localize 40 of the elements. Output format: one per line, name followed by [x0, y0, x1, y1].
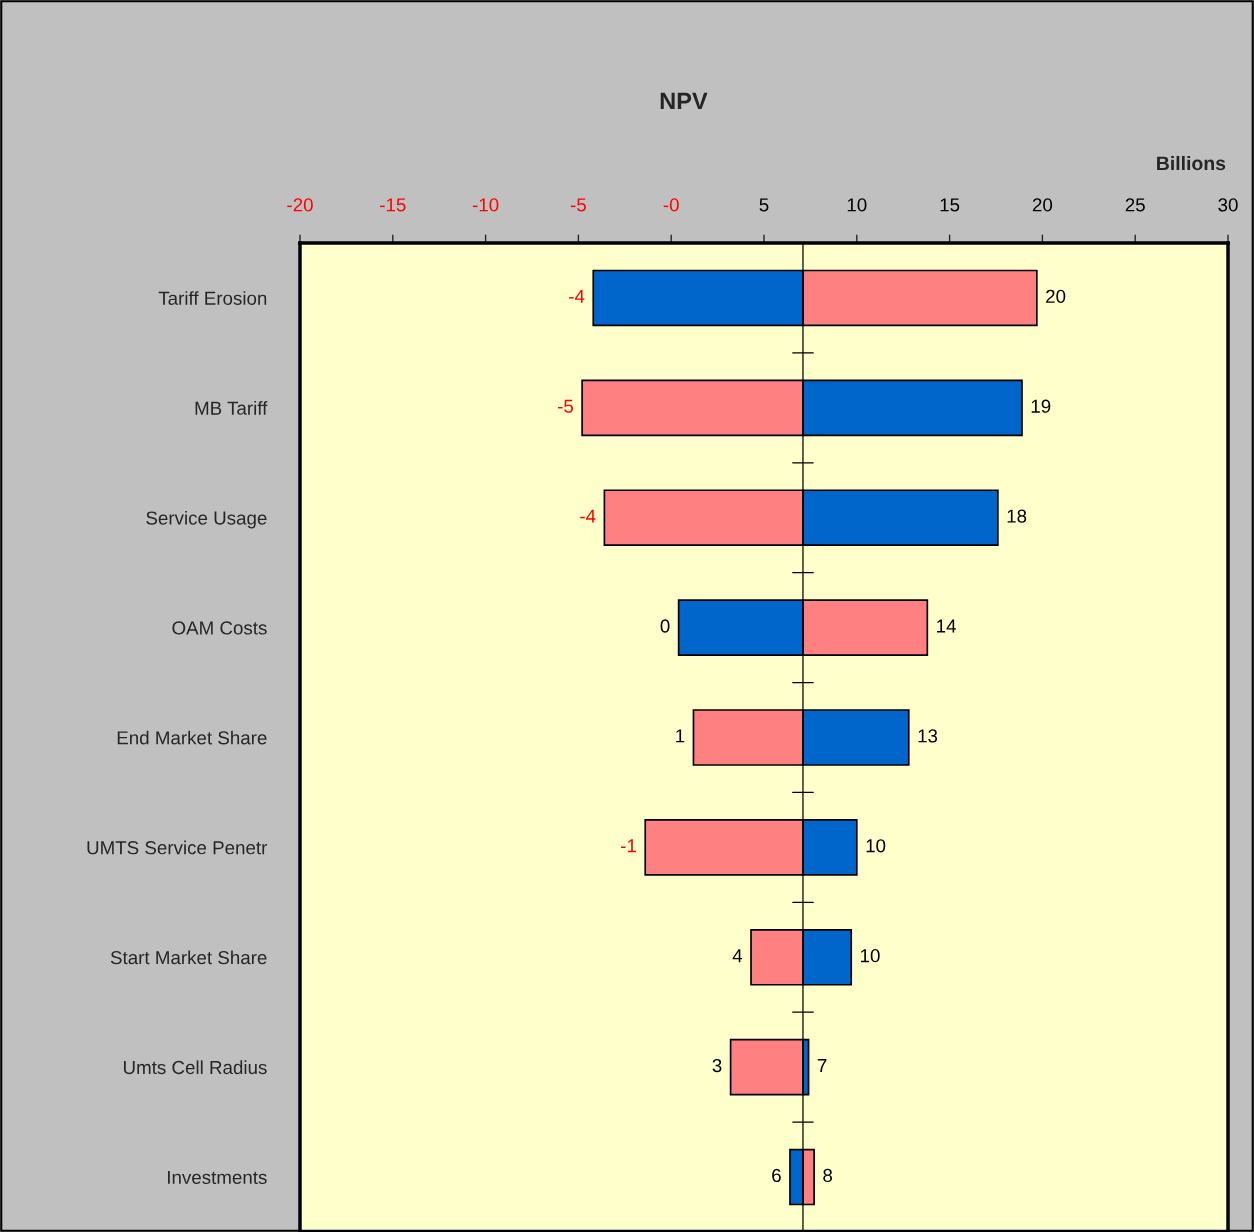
- x-tick-label: 20: [1032, 198, 1053, 212]
- annotation: 19: [1031, 399, 1051, 413]
- x-tick-label: 15: [940, 198, 960, 212]
- y-tick-label: Service Usage: [146, 510, 267, 529]
- x-tick-label: 25: [1125, 198, 1145, 212]
- x-tick-label: 30: [1218, 198, 1238, 212]
- x-tick-label: -10: [472, 198, 499, 212]
- y-tick-label: Investments: [168, 1170, 267, 1185]
- annotation: 4: [732, 949, 743, 963]
- y-tick-label: Umts Cell Radius: [123, 1060, 267, 1075]
- y-tick-label: UMTS Service Penetr: [87, 840, 268, 855]
- annotation: -5: [557, 399, 573, 413]
- y-tick-label: MB Tariff: [195, 401, 268, 415]
- y-tick-label: OAM Costs: [172, 621, 267, 635]
- annotation: 1: [676, 729, 685, 743]
- annotation: 6: [772, 1168, 781, 1183]
- annotation: 18: [1007, 509, 1027, 523]
- annotation: 14: [937, 619, 956, 633]
- y-tick-label: Start Market Share: [110, 950, 267, 965]
- x-tick-label: -5: [570, 198, 586, 212]
- annotation: 8: [823, 1168, 833, 1183]
- x-tick-label: 5: [759, 198, 769, 212]
- chart-title: NPV: [660, 92, 708, 110]
- annotation: -1: [621, 839, 636, 853]
- annotation: 20: [1046, 289, 1066, 303]
- annotation: 7: [817, 1059, 827, 1073]
- annotation: 10: [860, 949, 880, 963]
- x-tick-label: 10: [847, 198, 867, 212]
- x-tick-label: -0: [663, 198, 679, 212]
- x-tick-label: -15: [380, 198, 406, 212]
- y-tick-label: End Market Share: [117, 730, 267, 745]
- annotation: 0: [660, 619, 670, 633]
- x-tick-label: -20: [287, 198, 313, 212]
- x-axis-title: Billions: [1157, 155, 1226, 171]
- y-tick-label: Tariff Erosion: [158, 291, 267, 305]
- annotation: 13: [918, 729, 938, 743]
- annotation: 10: [866, 839, 886, 853]
- annotation: 3: [712, 1058, 722, 1073]
- annotation: -4: [580, 509, 596, 523]
- annotation: -4: [569, 289, 585, 303]
